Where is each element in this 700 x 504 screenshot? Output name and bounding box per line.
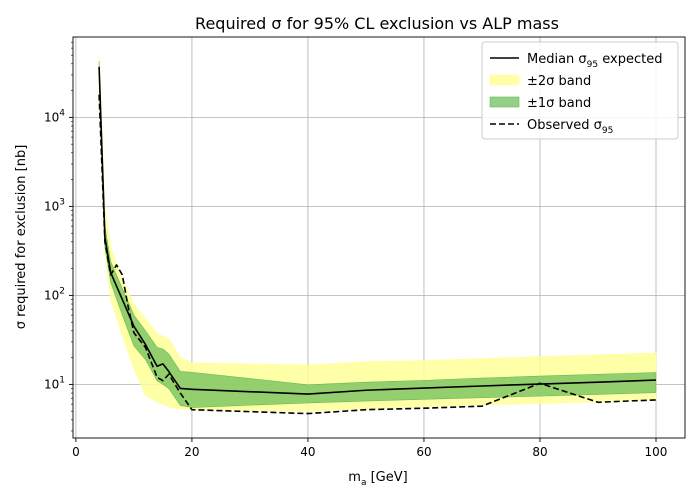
y-axis-label: σ required for exclusion [nb] bbox=[14, 145, 29, 330]
x-tick-label: 60 bbox=[416, 445, 431, 459]
legend-band-swatch bbox=[489, 96, 520, 108]
legend-label: Observed σ95 bbox=[527, 118, 613, 136]
legend-label: Median σ95 expected bbox=[527, 52, 662, 70]
x-tick-label: 100 bbox=[645, 445, 668, 459]
chart-title: Required σ for 95% CL exclusion vs ALP m… bbox=[195, 14, 559, 33]
axes bbox=[72, 36, 686, 439]
x-tick-label: 0 bbox=[72, 445, 80, 459]
legend: Median σ95 expected ±2σ band ±1σ band Obser… bbox=[481, 41, 679, 140]
y-tick-label: 102 bbox=[44, 286, 65, 302]
legend-label: ±1σ band bbox=[527, 96, 591, 111]
x-tick-label: 40 bbox=[300, 445, 315, 459]
x-axis-label-sub: a bbox=[361, 478, 367, 488]
observed-line bbox=[98, 94, 657, 415]
x-axis-ticks: 0 20 40 60 80 100 bbox=[72, 438, 667, 459]
x-axis-label-unit: [GeV] bbox=[366, 470, 407, 485]
y-tick-label: 103 bbox=[44, 197, 65, 213]
x-tick-label: 80 bbox=[532, 445, 547, 459]
median-expected-line bbox=[98, 66, 657, 395]
legend-box bbox=[481, 41, 679, 140]
y-tick-label: 101 bbox=[44, 375, 65, 391]
legend-band-swatch bbox=[489, 74, 520, 86]
legend-label: ±2σ band bbox=[527, 74, 591, 89]
y-tick-label: 104 bbox=[44, 108, 65, 124]
plot-frame bbox=[72, 36, 686, 439]
x-axis-label-main: m bbox=[348, 470, 361, 485]
data-lines bbox=[98, 66, 657, 415]
y-axis-ticks: 101 102 103 104 bbox=[44, 41, 73, 432]
x-tick-label: 20 bbox=[184, 445, 199, 459]
x-axis-label: ma [GeV] bbox=[348, 470, 407, 488]
